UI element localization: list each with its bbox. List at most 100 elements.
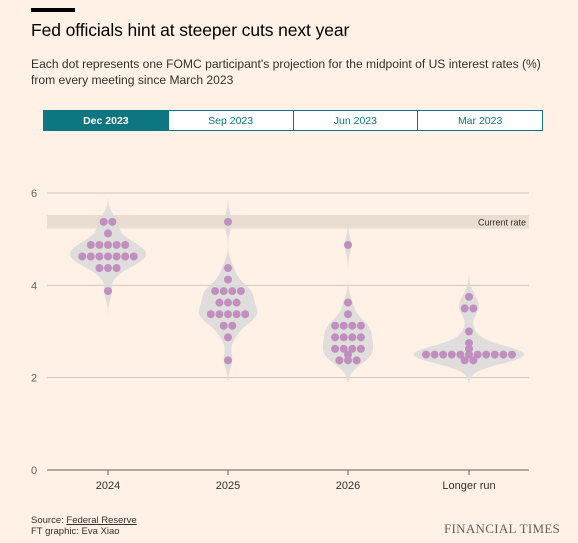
projection-dot <box>104 252 112 261</box>
distribution-violin <box>198 198 258 384</box>
projection-dot <box>465 350 473 359</box>
projection-dot <box>430 350 439 359</box>
projection-dot <box>224 310 232 319</box>
projection-dot <box>499 350 508 359</box>
projection-dot <box>206 310 215 319</box>
projection-dot <box>86 240 95 249</box>
projection-dot <box>224 298 232 307</box>
projection-dot <box>465 344 473 353</box>
projection-dot <box>104 229 112 238</box>
projection-dot <box>422 350 430 359</box>
projection-dot <box>348 333 357 342</box>
projection-dot <box>447 350 456 359</box>
projection-dot <box>224 264 232 273</box>
projection-dot <box>339 321 348 330</box>
projection-dot <box>108 217 117 226</box>
projection-dot <box>352 356 361 365</box>
projection-dot <box>99 217 108 226</box>
projection-dot <box>112 240 121 249</box>
projection-dot <box>129 252 138 261</box>
y-tick-label: 6 <box>31 188 37 200</box>
projection-dot <box>469 356 478 365</box>
chart-title: Fed officials hint at steeper cuts next … <box>31 20 350 40</box>
x-tick-label: Longer run <box>442 480 495 492</box>
projection-dot <box>86 252 95 261</box>
projection-dot <box>241 310 250 319</box>
projection-dot <box>211 287 220 296</box>
tab-mar-2023[interactable]: Mar 2023 <box>417 111 542 130</box>
projection-dot <box>460 304 469 313</box>
source-prefix: Source: <box>31 515 67 526</box>
tab-dec-2023[interactable]: Dec 2023 <box>44 111 168 130</box>
projection-dot <box>335 356 344 365</box>
projection-dot <box>95 240 104 249</box>
projection-dot <box>95 264 104 273</box>
projection-dot <box>95 252 104 261</box>
graphic-credit: FT graphic: Eva Xiao <box>31 526 120 537</box>
projection-dot <box>228 287 237 296</box>
projection-dot <box>473 350 482 359</box>
tab-jun-2023[interactable]: Jun 2023 <box>292 111 418 130</box>
projection-dot <box>121 252 130 261</box>
y-tick-label: 2 <box>31 373 37 385</box>
header-accent-bar <box>31 8 75 12</box>
projection-dot <box>356 344 365 353</box>
projection-dot <box>224 217 232 226</box>
projection-dot <box>224 275 232 284</box>
projection-dot <box>224 333 232 342</box>
projection-dot <box>482 350 491 359</box>
x-tick-label: 2026 <box>336 480 360 492</box>
projection-dot <box>112 252 121 261</box>
projection-dot <box>236 287 245 296</box>
meeting-tabs: Dec 2023 Sep 2023 Jun 2023 Mar 2023 <box>43 110 543 131</box>
x-tick-label: 2025 <box>216 480 240 492</box>
x-tick-label: 2024 <box>96 480 120 492</box>
projection-dot <box>465 327 473 336</box>
projection-dot <box>339 333 348 342</box>
projection-dot <box>465 292 473 301</box>
projection-dot <box>339 344 348 353</box>
projection-dot <box>469 304 478 313</box>
projection-dot <box>78 252 87 261</box>
projection-dot <box>508 350 516 359</box>
projection-dot <box>215 298 224 307</box>
projection-dot <box>104 264 112 273</box>
current-rate-band <box>47 215 529 229</box>
projection-dot <box>356 333 365 342</box>
projection-dot <box>104 240 112 249</box>
source-link[interactable]: Federal Reserve <box>66 515 137 526</box>
projection-dot <box>348 321 357 330</box>
projection-dot <box>331 321 340 330</box>
projection-dot <box>344 356 352 365</box>
chart-subtitle: Each dot represents one FOMC participant… <box>31 57 541 87</box>
projection-dot <box>344 350 352 359</box>
projection-dot <box>112 264 121 273</box>
projection-dot <box>356 321 365 330</box>
projection-dot <box>232 298 241 307</box>
projection-dot <box>439 350 448 359</box>
projection-dot <box>348 344 357 353</box>
y-tick-label: 4 <box>31 280 37 292</box>
y-tick-label: 0 <box>31 465 37 477</box>
current-rate-label: Current rate <box>478 217 526 227</box>
projection-dot <box>224 356 232 365</box>
projection-dot <box>121 240 130 249</box>
source-line: Source: Federal Reserve <box>31 515 137 526</box>
projection-dot <box>490 350 499 359</box>
projection-dot <box>465 339 473 348</box>
projection-dot <box>331 333 340 342</box>
projection-dot <box>460 356 469 365</box>
tab-sep-2023[interactable]: Sep 2023 <box>167 111 293 130</box>
projection-dot <box>331 344 340 353</box>
projection-dot <box>219 287 228 296</box>
projection-dot <box>344 240 352 249</box>
projection-dot <box>456 350 465 359</box>
projection-dot <box>228 321 237 330</box>
projection-dot <box>215 310 224 319</box>
projection-dot <box>219 321 228 330</box>
projection-dot <box>344 298 352 307</box>
projection-dot <box>104 287 112 296</box>
projection-dot <box>232 310 241 319</box>
projection-dot <box>344 310 352 319</box>
